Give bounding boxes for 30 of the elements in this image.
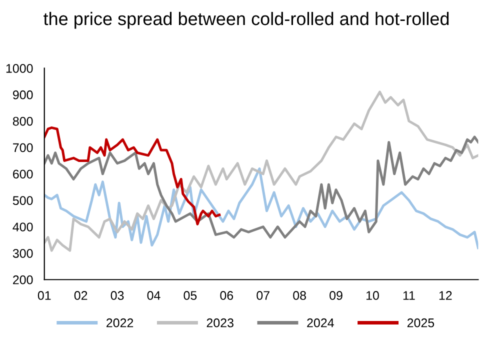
y-tick-label: 300 [12, 248, 33, 258]
x-tick-label: 02 [74, 291, 88, 300]
x-tick-label: 08 [293, 291, 306, 300]
x-tick-label: 10 [366, 291, 379, 300]
y-tick-label: 600 [13, 170, 33, 179]
x-tick-label: 04 [147, 291, 160, 300]
y-tick-label: 800 [12, 116, 33, 126]
y-tick-label: 400 [12, 222, 33, 232]
line-series [44, 167, 478, 250]
x-tick-label: 01 [38, 291, 51, 300]
x-tick-label: 05 [184, 291, 197, 300]
chart-title: the price spread between cold-rolled and hot-rolled [44, 12, 449, 29]
y-tick-label: 1000 [6, 64, 33, 73]
x-tick-label: 09 [330, 291, 342, 300]
x-tick-label: 07 [256, 291, 270, 300]
line-series [44, 136, 478, 239]
x-tick-label: 06 [220, 291, 234, 300]
x-tick-label: 11 [403, 291, 415, 300]
y-tick-label: 200 [13, 275, 33, 284]
legend-label: 2022 [106, 318, 134, 328]
line-series [44, 90, 478, 252]
y-tick-label: 700 [13, 143, 33, 152]
y-tick-label: 900 [12, 90, 33, 100]
legend-label: 2023 [206, 318, 234, 328]
legend-label: 2025 [407, 318, 434, 328]
y-tick-label: 500 [12, 196, 33, 205]
line-series [44, 126, 221, 226]
legend-label: 2024 [307, 318, 334, 328]
x-tick-label: 12 [439, 291, 452, 300]
x-tick-label: 03 [110, 291, 124, 300]
